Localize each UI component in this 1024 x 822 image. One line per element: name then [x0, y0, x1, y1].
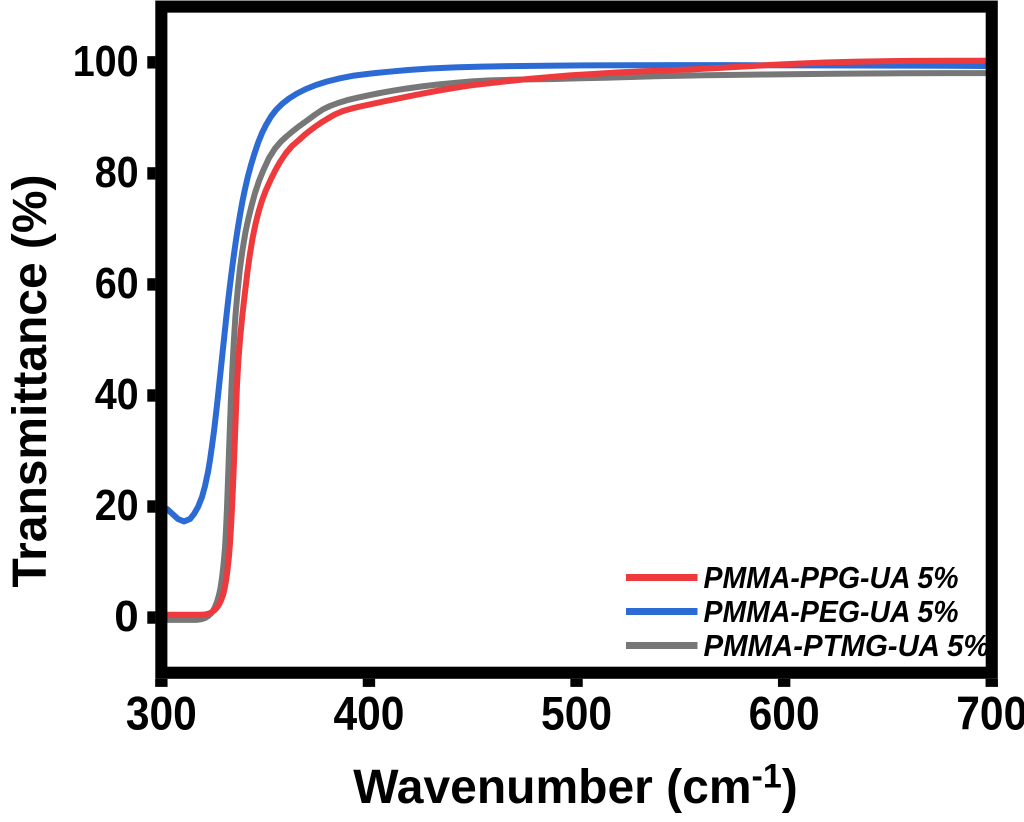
svg-text:Transmittance (%): Transmittance (%) [4, 175, 57, 588]
svg-text:PMMA-PPG-UA 5%: PMMA-PPG-UA 5% [704, 560, 959, 595]
svg-text:300: 300 [126, 687, 197, 740]
svg-text:400: 400 [333, 687, 404, 740]
svg-text:500: 500 [541, 687, 612, 740]
svg-text:700: 700 [956, 687, 1024, 740]
svg-text:20: 20 [95, 481, 139, 530]
svg-text:60: 60 [95, 259, 139, 308]
svg-text:40: 40 [95, 370, 139, 419]
svg-text:0: 0 [114, 592, 138, 641]
svg-text:100: 100 [73, 37, 139, 86]
svg-text:PMMA-PTMG-UA 5%: PMMA-PTMG-UA 5% [704, 628, 990, 663]
svg-text:PMMA-PEG-UA 5%: PMMA-PEG-UA 5% [704, 594, 959, 629]
svg-text:Wavenumber (cm-1): Wavenumber (cm-1) [353, 758, 798, 815]
svg-text:80: 80 [95, 148, 139, 197]
svg-text:600: 600 [749, 687, 820, 740]
